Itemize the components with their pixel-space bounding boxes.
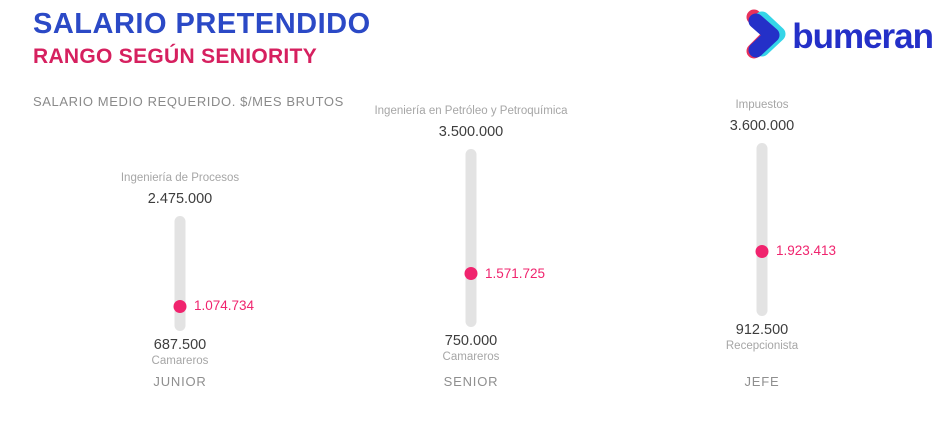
max-job-label: Ingeniería en Petróleo y Petroquímica (374, 105, 568, 118)
seniority-label: JEFE (744, 374, 780, 389)
range-bar (465, 149, 477, 327)
max-value: 2.475.000 (147, 190, 213, 207)
median-value: 1.074.734 (194, 298, 255, 313)
median-dot (755, 244, 769, 258)
seniority-label: JUNIOR (153, 374, 207, 389)
bumeran-logo: bumeran (742, 8, 934, 65)
range-bar (174, 215, 186, 331)
min-job-label: Camareros (442, 350, 500, 363)
max-value: 3.500.000 (438, 124, 504, 141)
median-value: 1.923.413 (776, 243, 837, 259)
header: SALARIO PRETENDIDO RANGO SEGÚN SENIORITY (33, 8, 371, 69)
max-job-label: Ingeniería de Procesos (120, 171, 240, 184)
min-value: 687.500 (153, 337, 207, 353)
seniority-label: SENIOR (443, 374, 499, 389)
logo-wordmark: bumeran (792, 16, 934, 56)
seniority-column-jefe: Impuestos 3.600.000 1.923.413 912.500 Re… (632, 0, 892, 423)
boomerang-chevron-icon (742, 8, 788, 65)
min-job-label: Recepcionista (725, 340, 799, 353)
min-value: 912.500 (735, 322, 789, 339)
range-bar (756, 143, 768, 317)
page-title: SALARIO PRETENDIDO (33, 8, 371, 40)
min-job-label: Camareros (151, 355, 209, 367)
seniority-column-senior: Ingeniería en Petróleo y Petroquímica 3.… (341, 0, 601, 423)
max-value: 3.600.000 (729, 118, 795, 134)
median-dot (173, 299, 187, 313)
min-value: 750.000 (444, 332, 498, 349)
value-axis-label: SALARIO MEDIO REQUERIDO. $/MES BRUTOS (33, 94, 344, 109)
median-dot (464, 267, 478, 281)
max-job-label: Impuestos (735, 99, 789, 111)
median-value: 1.571.725 (485, 265, 546, 281)
page-subtitle: RANGO SEGÚN SENIORITY (33, 45, 317, 68)
seniority-column-junior: Ingeniería de Procesos 2.475.000 1.074.7… (50, 0, 310, 423)
